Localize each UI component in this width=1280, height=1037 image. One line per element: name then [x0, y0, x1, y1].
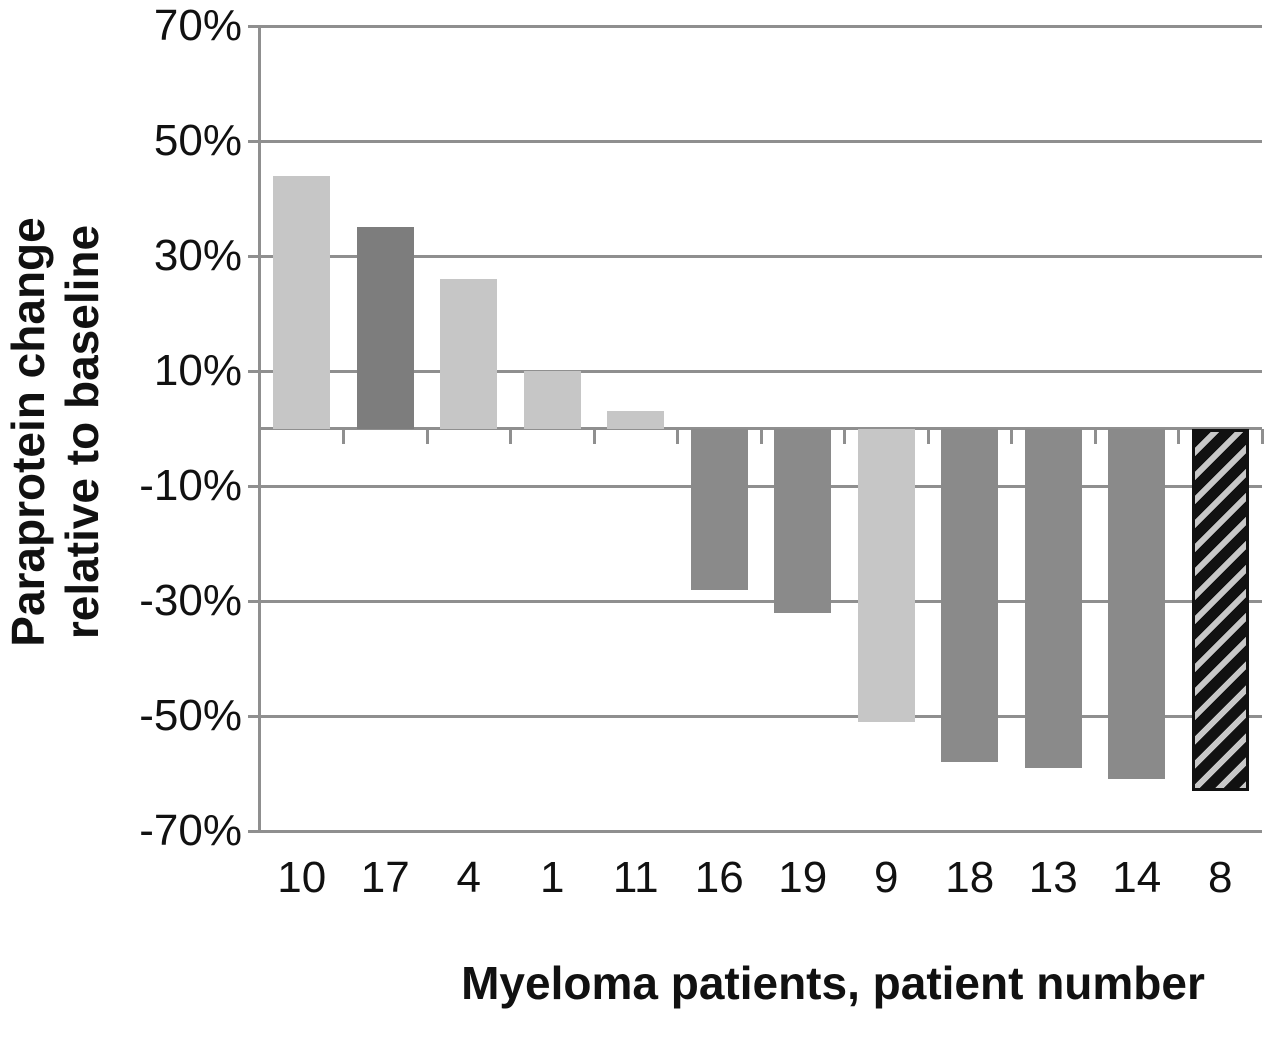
x-axis-tick — [592, 428, 596, 444]
x-axis-tick — [843, 428, 846, 444]
y-axis-tick — [248, 714, 260, 718]
bar-patient-18 — [941, 428, 999, 762]
y-axis-tick — [248, 829, 260, 833]
gridline-50% — [260, 139, 1262, 143]
y-tick-label-10%: 10% — [153, 346, 242, 395]
gridline-70% — [260, 24, 1262, 28]
x-axis-tick — [676, 428, 679, 444]
x-axis-tick — [1177, 428, 1180, 444]
y-tick-label--70%: -70% — [139, 806, 242, 855]
y-tick-label--50%: -50% — [139, 691, 242, 740]
x-axis-tick — [425, 428, 429, 444]
y-axis-tick — [248, 369, 260, 373]
x-tick-label-10: 10 — [277, 853, 327, 902]
bar-patient-13 — [1024, 428, 1082, 768]
x-axis-tick — [509, 428, 512, 444]
y-axis-tick — [248, 139, 260, 143]
y-tick-label-70%: 70% — [153, 1, 242, 50]
gridline--50% — [260, 714, 1262, 718]
gridline--70% — [260, 829, 1262, 833]
gridline-30% — [260, 254, 1262, 258]
y-tick-label--30%: -30% — [139, 576, 242, 625]
x-tick-label-1: 1 — [540, 853, 565, 902]
bar-patient-10 — [273, 175, 331, 429]
y-axis-line — [258, 24, 261, 833]
x-tick-label-19: 19 — [778, 853, 828, 902]
bar-patient-16 — [690, 428, 748, 590]
x-tick-label-13: 13 — [1028, 853, 1078, 902]
x-tick-label-14: 14 — [1112, 853, 1162, 902]
x-axis-tick — [1010, 428, 1013, 444]
x-tick-label-4: 4 — [456, 853, 481, 902]
bar-patient-4 — [440, 279, 498, 429]
y-tick-label-30%: 30% — [153, 231, 242, 280]
y-axis-tick — [248, 254, 260, 258]
gridline--10% — [260, 484, 1262, 488]
gridline-10% — [260, 369, 1262, 373]
bar-patient-14 — [1108, 428, 1166, 780]
bar-patient-11 — [607, 411, 665, 429]
bar-patient-8 — [1191, 428, 1249, 791]
y-tick-label--10%: -10% — [139, 461, 242, 510]
x-tick-label-16: 16 — [694, 853, 744, 902]
x-tick-label-9: 9 — [874, 853, 899, 902]
bar-patient-17 — [356, 227, 414, 429]
x-axis-title: Myeloma patients, patient number — [461, 957, 1205, 1009]
x-axis-tick — [1093, 428, 1097, 444]
bar-patient-19 — [774, 428, 832, 613]
x-axis-tick — [759, 428, 763, 444]
x-axis-tick — [926, 428, 930, 444]
y-axis-tick — [248, 484, 260, 488]
x-tick-label-8: 8 — [1208, 853, 1233, 902]
x-axis-tick — [342, 428, 345, 444]
x-tick-label-11: 11 — [612, 853, 659, 902]
y-tick-label-50%: 50% — [153, 116, 242, 165]
bar-patient-1 — [523, 371, 581, 429]
x-tick-label-18: 18 — [945, 853, 995, 902]
x-axis-tick — [1260, 428, 1264, 444]
gridline--30% — [260, 599, 1262, 603]
y-axis-tick — [248, 24, 260, 28]
y-axis-tick — [248, 599, 260, 603]
bar-patient-9 — [857, 428, 915, 722]
x-tick-label-17: 17 — [360, 853, 410, 902]
